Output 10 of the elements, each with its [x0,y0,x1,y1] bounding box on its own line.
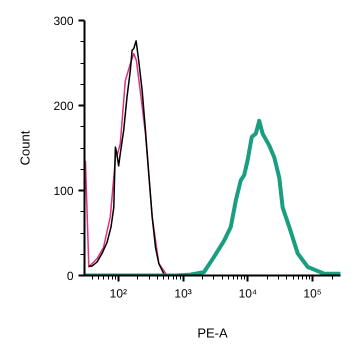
x-tick-label: 10⁴ [238,286,258,300]
x-axis-title: PE-A [197,326,228,340]
y-tick-label: 100 [53,184,74,198]
x-tick-label: 10² [110,286,128,300]
y-tick-label: 0 [66,269,74,283]
x-tick-label: 10³ [174,286,192,300]
x-tick-label: 10⁵ [303,286,322,300]
y-tick-label: 300 [53,14,74,28]
y-axis-title: Count [17,130,32,166]
y-tick-label: 200 [53,99,74,113]
